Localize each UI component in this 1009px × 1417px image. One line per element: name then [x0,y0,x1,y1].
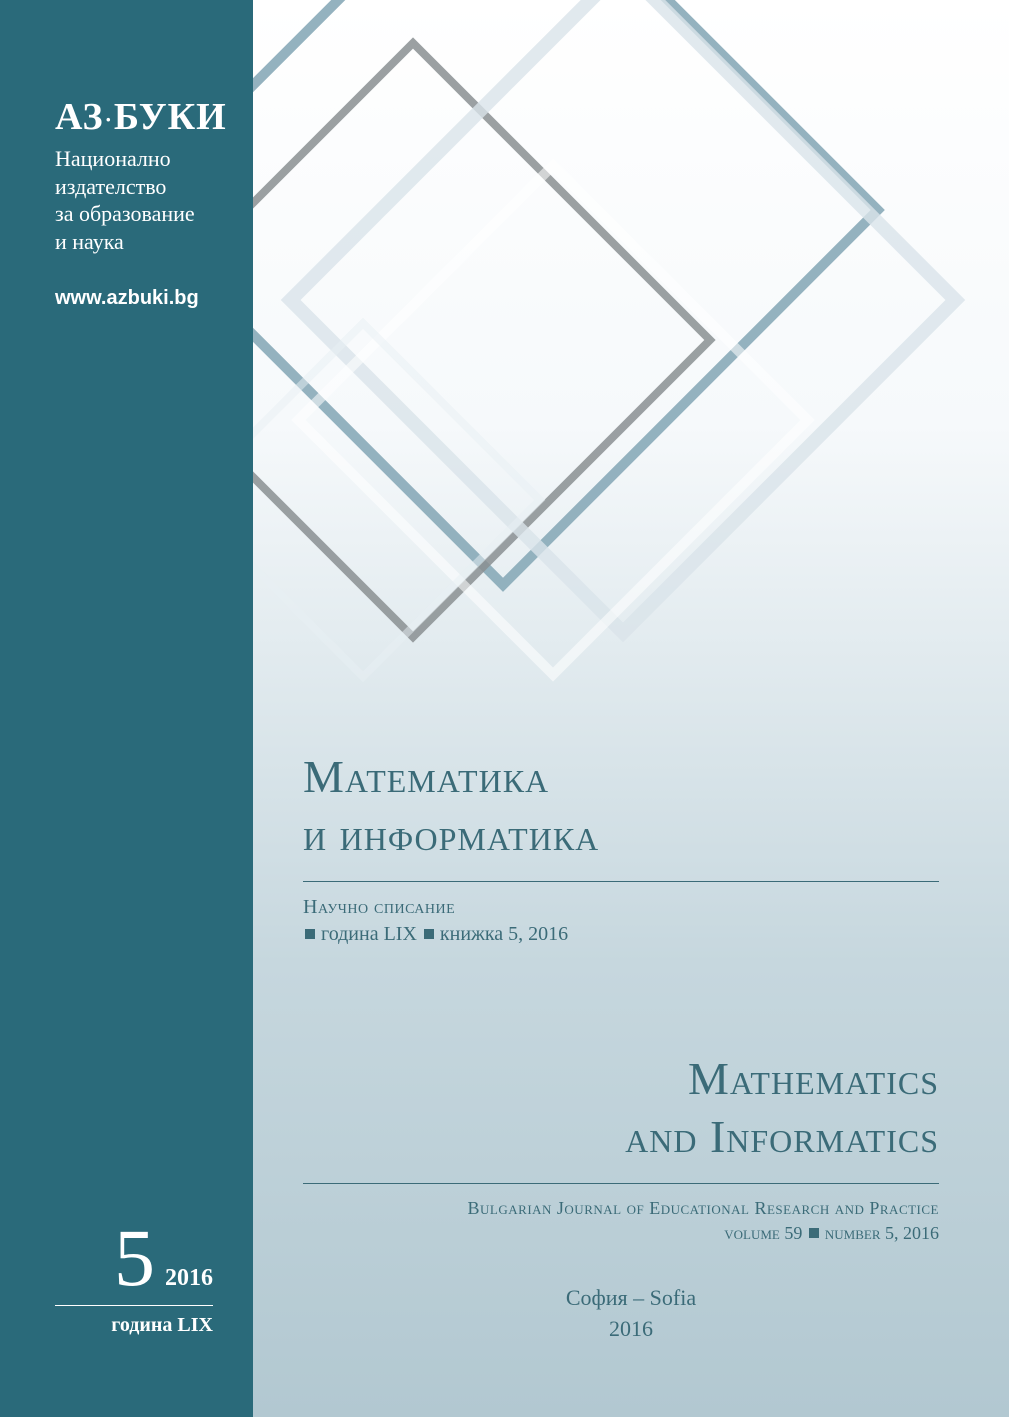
divider [303,881,939,882]
footer: София – Sofia 2016 [253,1283,1009,1345]
bullet-square-icon [809,1228,819,1238]
meta-bg: година LIX книжка 5, 2016 [303,923,939,946]
title-bg-line2: и информатика [303,806,939,864]
meta-en: volume 59 number 5, 2016 [303,1223,939,1244]
title-en-line2: and Informatics [303,1108,939,1166]
meta-num-en: number 5, 2016 [825,1223,939,1243]
title-en-line1: Mathematics [303,1050,939,1108]
logo-part2: БУКИ [114,96,227,138]
diamond-artwork [253,0,1009,720]
publisher-line: издателство [55,173,253,201]
meta-issue-bg: книжка 5, 2016 [440,923,568,945]
bullet-square-icon [305,929,315,939]
issue-year: 2016 [165,1265,213,1292]
logo-dot: · [104,107,114,132]
footer-city: София – Sofia [253,1283,1009,1314]
issue-block: 5 2016 година LIX [55,1217,213,1337]
publisher-line: и наука [55,228,253,256]
meta-vol-en: volume 59 [724,1223,802,1243]
publisher-name: Национално издателство за образование и … [55,145,253,255]
journal-title-en: Mathematics and Informatics [303,1050,939,1165]
issue-volume: година LIX [55,1314,213,1337]
divider [303,1183,939,1184]
logo-part1: АЗ [55,96,104,138]
subtitle-en: Bulgarian Journal of Educational Researc… [303,1198,939,1219]
footer-year: 2016 [253,1314,1009,1345]
main-panel: Математика и информатика Научно списание… [253,0,1009,1417]
title-block-en: Mathematics and Informatics Bulgarian Jo… [303,1050,939,1244]
publisher-logo: АЗ·БУКИ [55,95,253,139]
issue-number: 5 [114,1217,155,1299]
sidebar: АЗ·БУКИ Национално издателство за образо… [0,0,253,1417]
meta-year-bg: година LIX [321,923,417,945]
publisher-website: www.azbuki.bg [55,287,253,310]
journal-title-bg: Математика и информатика [303,748,939,863]
journal-cover: АЗ·БУКИ Национално издателство за образо… [0,0,1009,1417]
title-block-bg: Математика и информатика Научно списание… [303,748,939,946]
publisher-line: Национално [55,145,253,173]
divider [55,1305,213,1306]
subtitle-bg: Научно списание [303,896,939,919]
title-bg-line1: Математика [303,748,939,806]
publisher-line: за образование [55,200,253,228]
bullet-square-icon [424,929,434,939]
